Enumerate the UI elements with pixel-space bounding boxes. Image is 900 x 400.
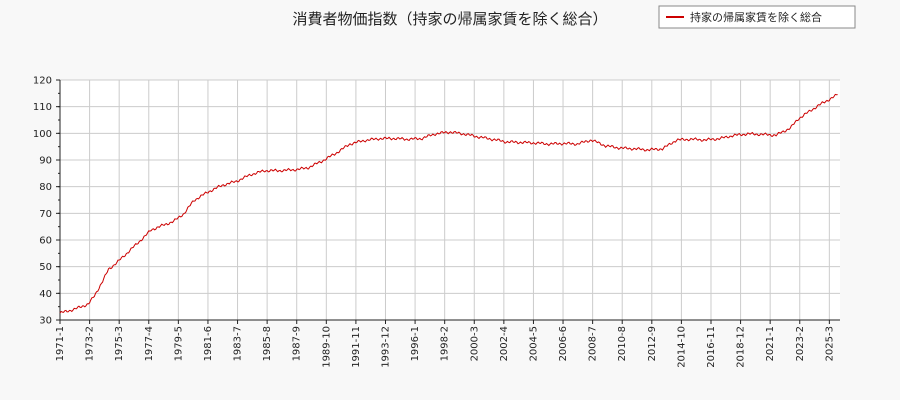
x-tick-label: 1975-3	[114, 326, 125, 361]
y-tick-label: 60	[39, 236, 52, 247]
x-tick-label: 1993-12	[380, 326, 391, 368]
series-group	[59, 93, 838, 314]
y-tick-label: 30	[39, 316, 52, 327]
chart-title: 消費者物価指数（持家の帰属家賃を除く総合）	[292, 10, 607, 28]
x-tick-label: 2014-10	[676, 326, 687, 368]
y-tick-label: 80	[39, 182, 52, 193]
x-tick-label: 1979-5	[173, 326, 184, 361]
axes: 30 40 50 60 70 80 90 100 110 120 1971-1 1973-2 1975-…	[33, 76, 840, 368]
x-tick-label: 2023-2	[795, 326, 806, 361]
x-tick-label: 2008-7	[588, 326, 599, 361]
x-tick-label: 2002-4	[499, 326, 510, 361]
x-tick-label: 2004-5	[528, 326, 539, 361]
x-tick-label: 2025-3	[824, 326, 835, 361]
legend-box	[658, 5, 856, 29]
x-tick-label: 1977-4	[144, 326, 155, 361]
legend-label: 持家の帰属家賃を除く総合	[690, 10, 822, 24]
x-tick-label: 2006-6	[558, 326, 569, 361]
x-tick-label: 1985-8	[262, 326, 273, 361]
x-tick-label: 1998-2	[440, 326, 451, 361]
x-tick-label: 2021-1	[765, 326, 776, 361]
x-tick-label: 1973-2	[85, 326, 96, 361]
legend: 持家の帰属家賃を除く総合	[658, 5, 856, 29]
grid	[59, 79, 840, 321]
y-tick-label: 110	[33, 102, 52, 113]
x-tick-label: 1989-10	[321, 326, 332, 368]
x-tick-label: 2010-8	[617, 326, 628, 361]
y-tick-label: 120	[33, 76, 52, 87]
series-line	[59, 93, 838, 314]
x-tick-label: 1981-6	[203, 326, 214, 361]
x-tick-label: 2012-9	[647, 326, 658, 361]
x-tick-label: 1996-1	[410, 326, 421, 361]
x-tick-label: 2000-3	[469, 326, 480, 361]
plot-area	[60, 80, 840, 320]
y-tick-label: 50	[39, 262, 52, 273]
x-tick-label: 2016-11	[706, 326, 717, 368]
x-tick-label: 1987-9	[292, 326, 303, 361]
x-tick-label: 1991-11	[351, 326, 362, 368]
y-tick-label: 70	[39, 209, 52, 220]
x-tick-label: 2018-12	[736, 326, 747, 368]
y-tick-label: 100	[33, 129, 52, 140]
y-tick-label: 90	[39, 156, 52, 167]
x-tick-label: 1983-7	[233, 326, 244, 361]
y-tick-label: 40	[39, 289, 52, 300]
x-tick-label: 1971-1	[55, 326, 66, 361]
